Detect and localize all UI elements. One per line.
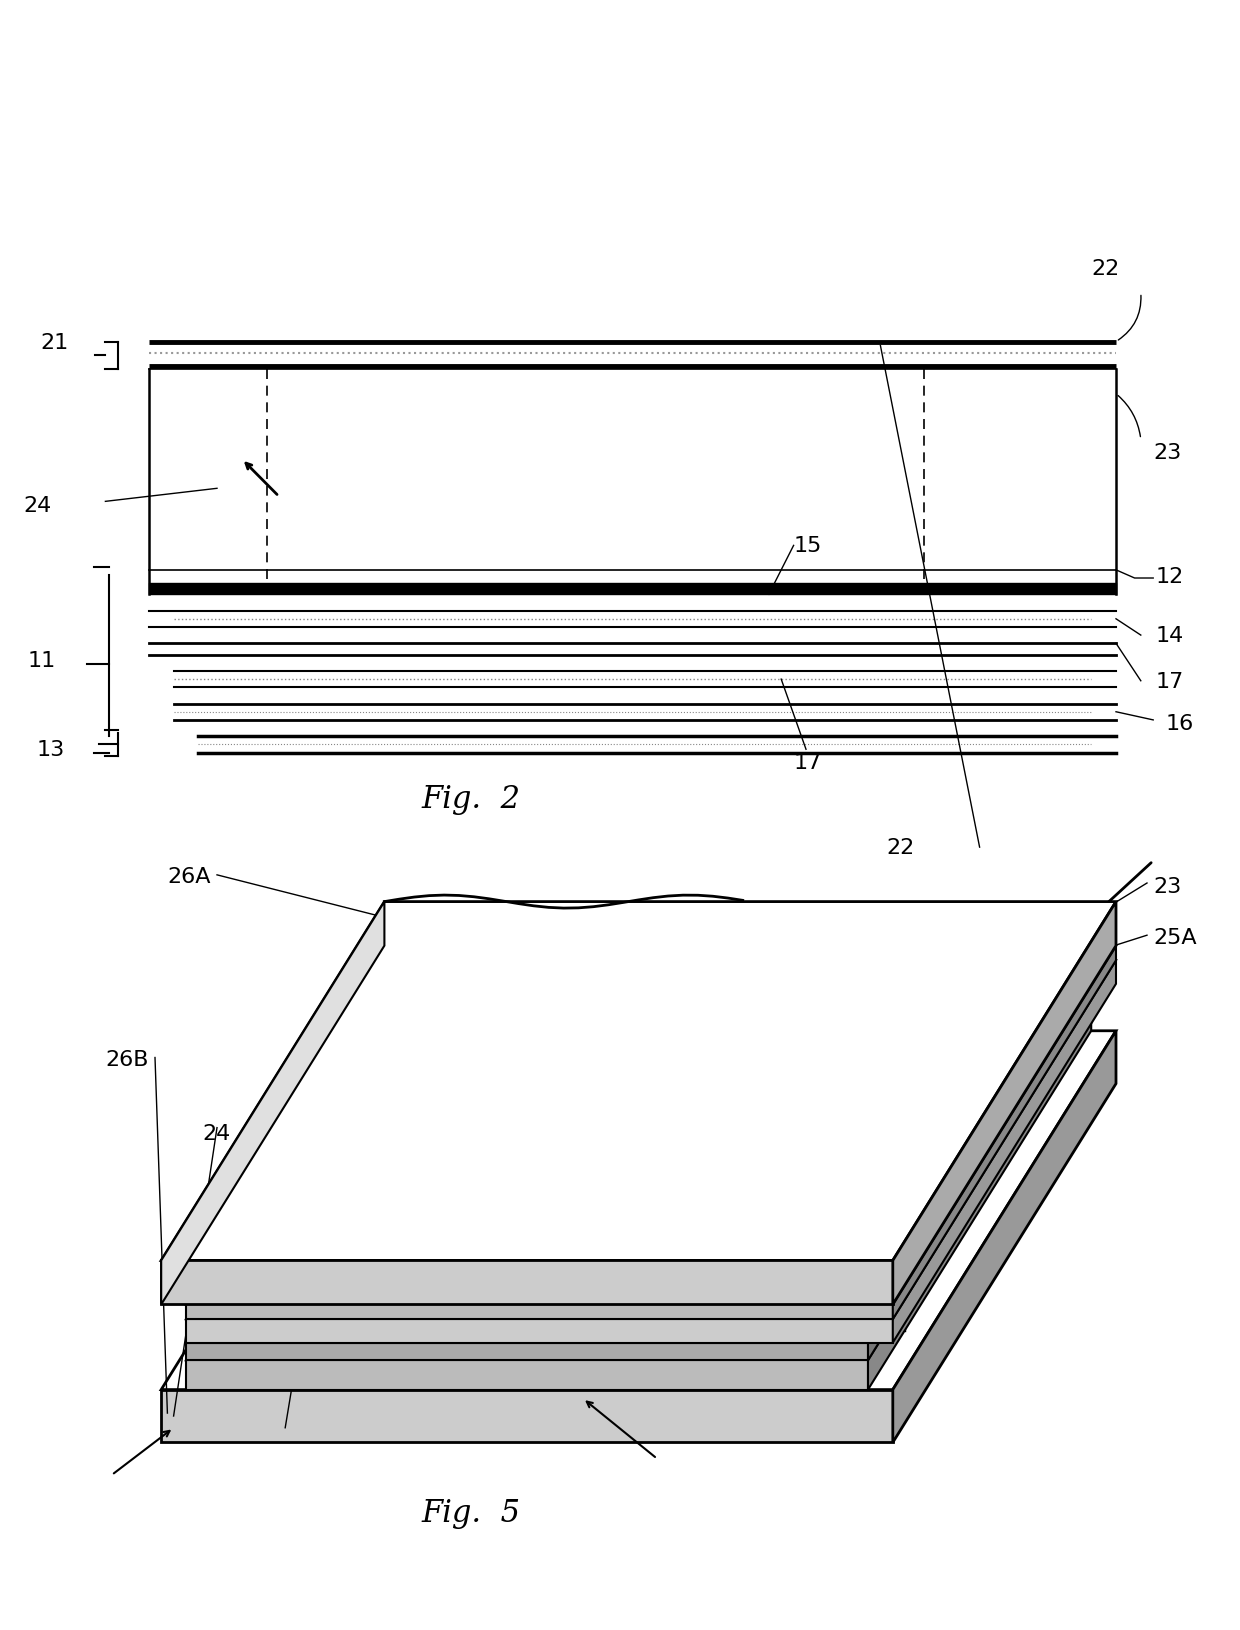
Polygon shape	[186, 1319, 893, 1343]
Polygon shape	[868, 1002, 1091, 1390]
Polygon shape	[161, 1390, 893, 1443]
Text: 17: 17	[794, 753, 822, 773]
Text: 25B: 25B	[843, 1042, 887, 1061]
Polygon shape	[893, 960, 1116, 1343]
Polygon shape	[186, 1343, 868, 1361]
Polygon shape	[161, 901, 1116, 1260]
Polygon shape	[186, 1304, 893, 1319]
Text: 15: 15	[905, 960, 934, 980]
Polygon shape	[893, 1032, 1116, 1443]
Text: 23: 23	[1153, 443, 1182, 463]
Polygon shape	[186, 960, 1116, 1319]
Text: 25A: 25A	[1153, 927, 1197, 947]
Text: 14: 14	[608, 1164, 636, 1183]
Text: 17: 17	[1156, 672, 1184, 691]
Text: 22: 22	[1091, 259, 1120, 279]
Text: 11: 11	[27, 650, 56, 670]
Text: 26A: 26A	[167, 867, 211, 887]
Text: 15: 15	[794, 536, 822, 556]
Polygon shape	[161, 1260, 893, 1304]
Text: Fig.  2: Fig. 2	[422, 782, 521, 815]
Text: 22: 22	[887, 838, 915, 857]
Polygon shape	[893, 945, 1116, 1319]
Polygon shape	[868, 985, 1091, 1361]
Text: 16: 16	[1166, 714, 1194, 734]
Text: 12: 12	[321, 1123, 348, 1143]
Polygon shape	[186, 985, 1091, 1343]
Text: 24: 24	[203, 1123, 231, 1143]
Polygon shape	[161, 901, 384, 1304]
Text: 24: 24	[24, 496, 52, 515]
Text: 14: 14	[1156, 626, 1184, 645]
Text: 26B: 26B	[105, 1050, 149, 1069]
Text: Fig.  5: Fig. 5	[422, 1496, 521, 1529]
Polygon shape	[161, 1032, 1116, 1390]
Text: 21: 21	[40, 333, 68, 352]
Text: 13: 13	[36, 740, 64, 760]
Polygon shape	[186, 1361, 868, 1390]
Polygon shape	[893, 901, 1116, 1304]
Text: 23: 23	[1153, 877, 1182, 897]
Text: 12: 12	[1156, 567, 1184, 587]
Polygon shape	[186, 945, 1116, 1304]
Polygon shape	[186, 1002, 1091, 1361]
